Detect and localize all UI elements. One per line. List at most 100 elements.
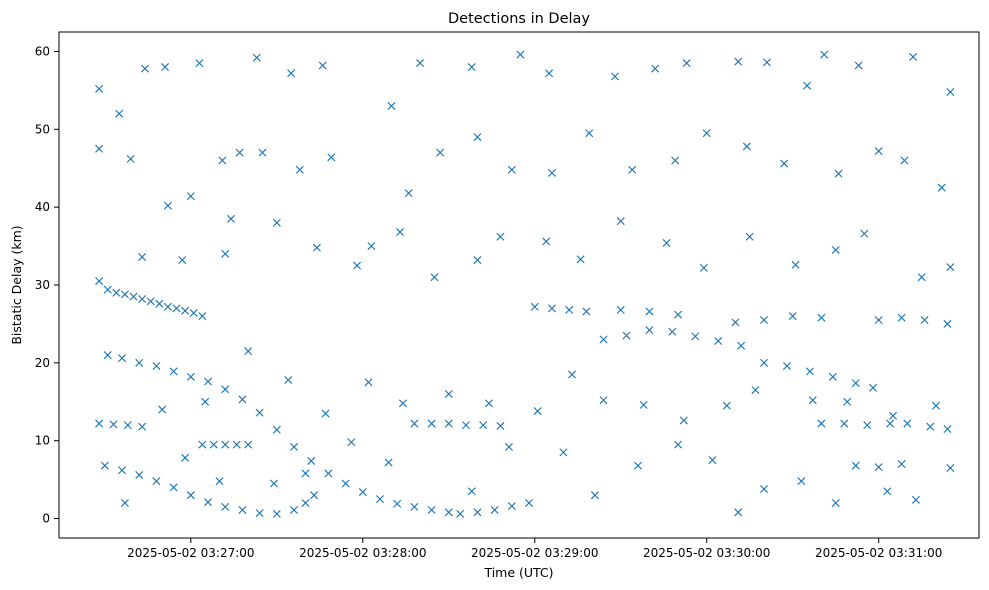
data-point <box>917 273 926 282</box>
data-point <box>760 484 769 493</box>
data-point <box>507 502 516 511</box>
data-point <box>843 397 852 406</box>
data-point <box>138 295 147 304</box>
data-point <box>530 302 539 311</box>
data-point <box>396 228 405 237</box>
y-tick-label: 10 <box>35 434 50 448</box>
data-point <box>341 479 350 488</box>
data-point <box>307 456 316 465</box>
y-tick-label: 60 <box>35 44 50 58</box>
data-point <box>708 456 717 465</box>
data-point <box>611 72 620 81</box>
data-point <box>874 316 883 325</box>
data-point <box>244 347 253 356</box>
data-point <box>255 509 264 518</box>
data-point <box>258 148 267 157</box>
data-point <box>599 335 608 344</box>
data-point <box>269 479 278 488</box>
data-point <box>186 491 195 500</box>
data-point <box>238 395 247 404</box>
y-tick-label: 30 <box>35 278 50 292</box>
data-point <box>851 379 860 388</box>
data-point <box>118 466 127 475</box>
data-point <box>232 440 241 449</box>
data-point <box>209 440 218 449</box>
data-point <box>633 461 642 470</box>
data-point <box>828 372 837 381</box>
data-point <box>189 309 198 318</box>
data-point <box>290 505 299 514</box>
data-point <box>507 165 516 174</box>
data-point <box>118 354 127 363</box>
data-point <box>760 316 769 325</box>
data-point <box>204 377 213 386</box>
data-point <box>817 313 826 322</box>
data-point <box>926 422 935 431</box>
data-point <box>221 440 230 449</box>
data-point <box>221 502 230 511</box>
data-point <box>547 304 556 313</box>
data-point <box>674 440 683 449</box>
data-point <box>120 498 129 507</box>
data-point <box>272 509 281 518</box>
data-point <box>946 263 955 272</box>
data-point <box>616 217 625 226</box>
data-point <box>547 168 556 177</box>
data-point <box>467 487 476 496</box>
data-point <box>115 109 124 118</box>
data-point <box>181 453 190 462</box>
data-point <box>181 306 190 315</box>
data-point <box>714 337 723 346</box>
data-point <box>854 61 863 70</box>
data-point <box>897 313 906 322</box>
data-point <box>674 310 683 319</box>
data-point <box>152 361 161 370</box>
data-point <box>255 408 264 417</box>
data-point <box>679 416 688 425</box>
data-point <box>699 263 708 272</box>
data-point <box>805 367 814 376</box>
data-point <box>582 307 591 316</box>
data-point <box>123 421 132 430</box>
data-point <box>943 319 952 328</box>
data-point <box>284 375 293 384</box>
data-point <box>444 419 453 428</box>
data-point <box>851 461 860 470</box>
data-point <box>484 399 493 408</box>
data-point <box>817 419 826 428</box>
data-point <box>204 498 213 507</box>
data-point <box>668 327 677 336</box>
data-point <box>109 420 118 429</box>
data-point <box>398 399 407 408</box>
data-point <box>920 316 929 325</box>
data-point <box>651 64 660 73</box>
data-point <box>138 422 147 431</box>
data-point <box>358 488 367 497</box>
data-point <box>645 326 654 335</box>
data-point <box>195 59 204 68</box>
data-point <box>103 285 112 294</box>
data-point <box>568 370 577 379</box>
data-point <box>375 495 385 504</box>
data-point <box>590 491 599 500</box>
data-point <box>622 331 631 340</box>
x-axis: 2025-05-02 03:27:00 2025-05-02 03:28:00 20… <box>127 538 942 560</box>
data-point <box>272 218 281 227</box>
data-point <box>731 318 740 327</box>
data-point <box>734 508 743 517</box>
data-point <box>616 305 625 314</box>
data-point <box>312 243 321 252</box>
data-point <box>490 505 499 514</box>
data-point <box>840 419 849 428</box>
data-point <box>946 463 955 472</box>
data-point <box>393 499 402 508</box>
data-point <box>95 419 104 428</box>
data-point <box>797 477 806 486</box>
data-point <box>702 129 711 138</box>
data-point <box>404 189 413 198</box>
data-point <box>186 372 195 381</box>
data-point <box>353 261 362 270</box>
data-point <box>863 421 872 430</box>
data-point <box>496 421 505 430</box>
data-point <box>734 57 743 66</box>
